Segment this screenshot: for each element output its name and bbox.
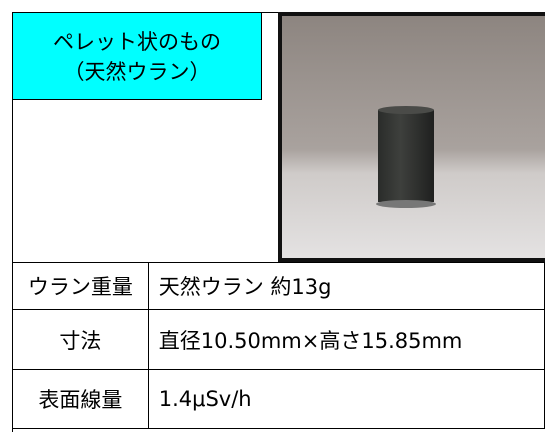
photo-image <box>282 16 545 258</box>
row: ウラン重量 天然ウラン 約13g <box>12 262 545 310</box>
row-header: ウラン重量 <box>12 262 149 310</box>
spec-table: ウラン重量 天然ウラン 約13g 寸法 直径10.50mm×高さ15.85mm … <box>12 262 545 429</box>
photo <box>278 12 545 262</box>
row-value: 1.4μSv/h <box>147 369 545 429</box>
sample-label: ペレット状のもの （天然ウラン） <box>12 12 262 100</box>
row-header: 表面線量 <box>12 369 149 429</box>
row-header: 寸法 <box>12 309 149 370</box>
row: 表面線量 1.4μSv/h <box>12 369 545 429</box>
label-line: （天然ウラン） <box>63 60 211 84</box>
row: 寸法 直径10.50mm×高さ15.85mm <box>12 309 545 370</box>
row-value: 天然ウラン 約13g <box>147 262 545 310</box>
label-line: ペレット状のもの <box>53 30 221 54</box>
row-value: 直径10.50mm×高さ15.85mm <box>147 309 545 370</box>
